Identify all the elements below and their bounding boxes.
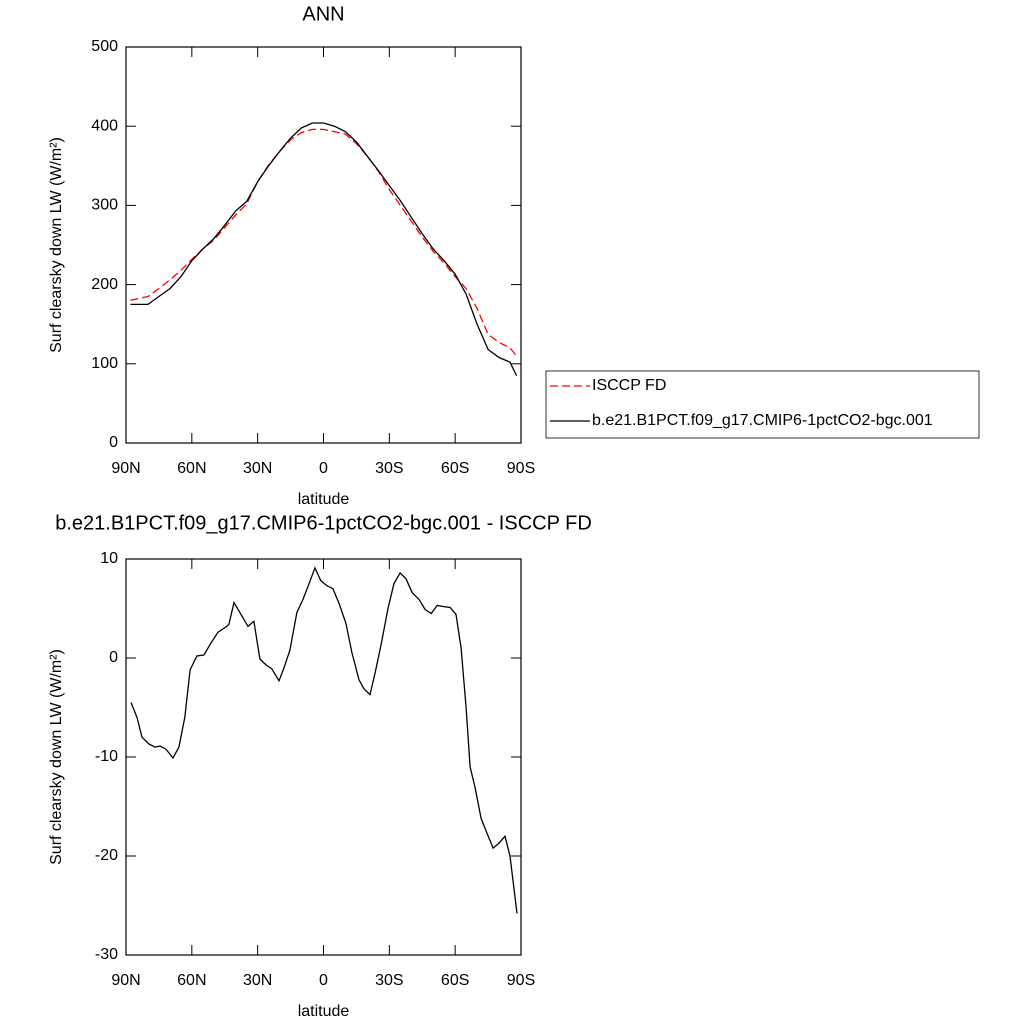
x-axis-label: latitude <box>298 1003 350 1020</box>
data-line <box>130 128 518 357</box>
legend-label: b.e21.B1PCT.f09_g17.CMIP6-1pctCO2-bgc.00… <box>592 412 933 429</box>
plot-frame <box>125 46 522 444</box>
data-line <box>130 566 518 914</box>
x-tick-label: 30N <box>243 460 272 477</box>
y-tick-label: 300 <box>91 197 118 214</box>
y-tick-label: 10 <box>100 550 118 567</box>
x-tick-label: 30N <box>243 972 272 989</box>
y-tick-label: 100 <box>91 355 118 372</box>
y-tick-label: 500 <box>91 38 118 55</box>
x-tick-label: 60N <box>177 460 206 477</box>
x-tick-label: 0 <box>319 972 328 989</box>
x-tick-label: 60S <box>441 460 469 477</box>
y-tick-label: 0 <box>109 434 118 451</box>
x-tick-label: 60S <box>441 972 469 989</box>
x-tick-label: 90S <box>507 460 535 477</box>
y-tick-label: -10 <box>95 748 118 765</box>
data-line <box>130 122 518 376</box>
y-tick-label: 0 <box>109 649 118 666</box>
x-tick-label: 90S <box>507 972 535 989</box>
x-axis-label: latitude <box>298 491 350 508</box>
x-tick-label: 60N <box>177 972 206 989</box>
x-tick-label: 0 <box>319 460 328 477</box>
plot-frame <box>125 558 522 956</box>
y-tick-label: 200 <box>91 276 118 293</box>
x-tick-label: 30S <box>375 460 403 477</box>
legend-label: ISCCP FD <box>592 377 666 394</box>
x-tick-label: 30S <box>375 972 403 989</box>
x-tick-label: 90N <box>111 972 140 989</box>
chart-title: ANN <box>302 3 344 25</box>
y-axis-label: Surf clearsky down LW (W/m²) <box>48 137 65 353</box>
y-axis-label: Surf clearsky down LW (W/m²) <box>48 649 65 865</box>
y-tick-label: 400 <box>91 117 118 134</box>
legend-box <box>545 370 980 439</box>
y-tick-label: -20 <box>95 847 118 864</box>
y-tick-label: -30 <box>95 946 118 963</box>
x-tick-label: 90N <box>111 460 140 477</box>
chart-title: b.e21.B1PCT.f09_g17.CMIP6-1pctCO2-bgc.00… <box>55 512 592 534</box>
